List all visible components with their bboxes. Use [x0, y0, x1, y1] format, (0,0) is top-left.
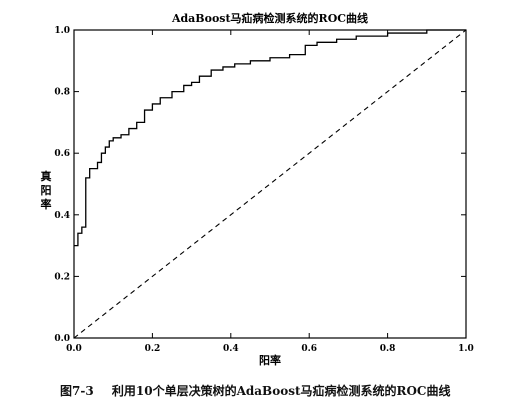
- y-tick-label: 0.8: [54, 88, 70, 98]
- y-axis-title: 真阳率: [41, 169, 52, 211]
- x-tick-label: 1.0: [458, 344, 474, 354]
- figure-caption-text: 利用10个单层决策树的AdaBoost马疝病检测系统的ROC曲线: [111, 384, 451, 398]
- roc-curve-line: [74, 29, 466, 247]
- axis-tick-labels: 0.0 0.2 0.4 0.6 0.8 1.0 0.0 0.2 0.4 0.6 0.8 1.0: [54, 26, 474, 354]
- y-tick-label: 1.0: [54, 26, 70, 36]
- x-tick-label: 0.4: [223, 344, 239, 354]
- y-tick-label: 0.2: [54, 272, 70, 282]
- figure-caption: 图7-3 利用10个单层决策树的AdaBoost马疝病检测系统的ROC曲线: [60, 382, 520, 399]
- x-tick-label: 0.6: [301, 344, 317, 354]
- diagonal-reference-line: [73, 29, 467, 339]
- y-tick-label: 0.6: [54, 149, 70, 159]
- x-axis-title: 阳率: [259, 353, 281, 367]
- figure-caption-label: 图7-3: [60, 384, 94, 398]
- x-tick-label: 0.8: [380, 344, 396, 354]
- y-tick-label: 0.4: [54, 211, 70, 221]
- x-tick-label: 0.2: [145, 344, 161, 354]
- y-tick-label: 0.0: [54, 334, 70, 344]
- chart-title: AdaBoost马疝病检测系统的ROC曲线: [171, 11, 368, 25]
- x-tick-label: 0.0: [66, 344, 82, 354]
- plot-frame: [73, 29, 467, 339]
